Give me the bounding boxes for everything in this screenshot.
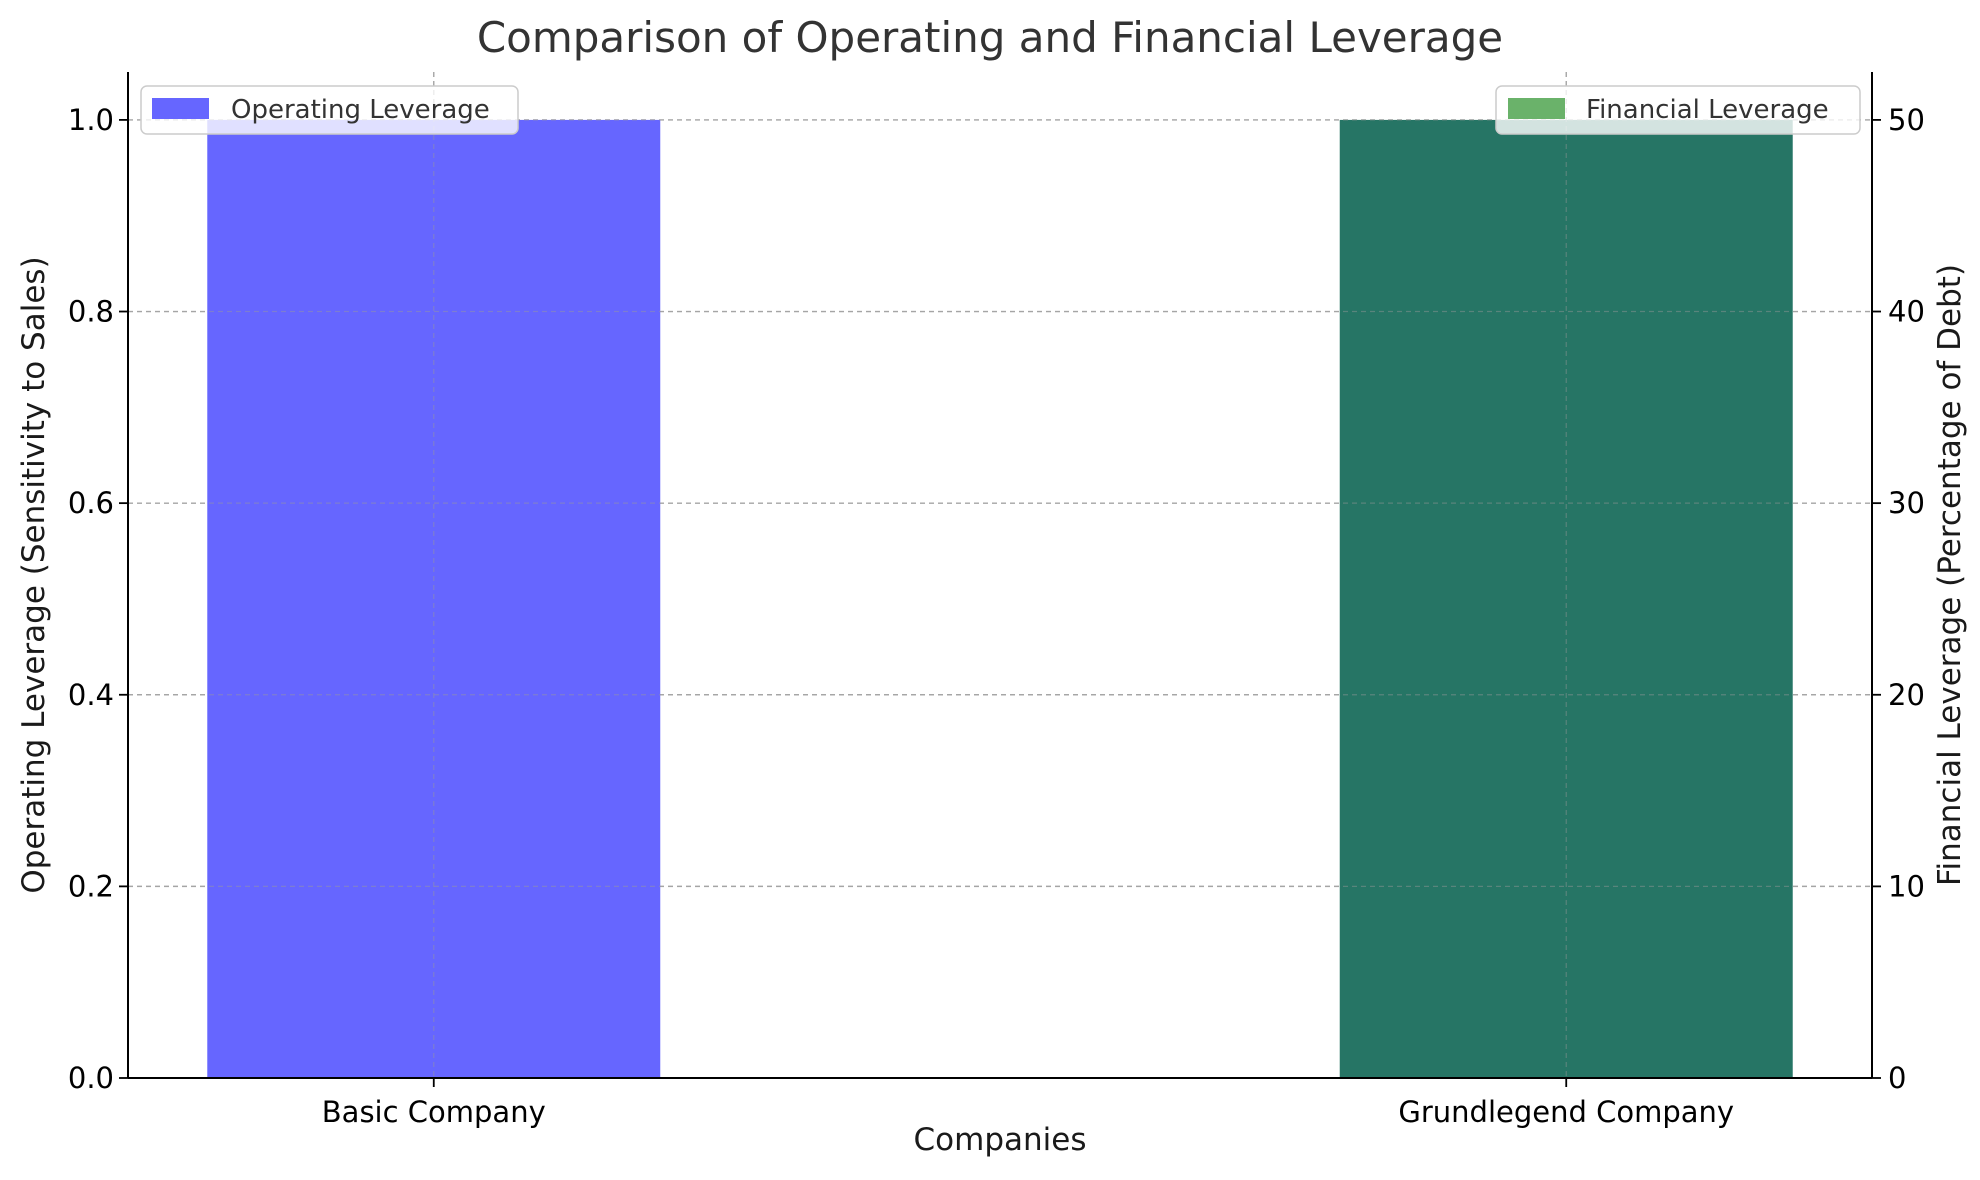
ticks-layer: 0.0 0.2 0.4 0.6 0.8 1.0 0 10 20 30 40 50 Basic Compa… [68, 103, 1925, 1129]
chart-title: Comparison of Operating and Financial Le… [477, 13, 1503, 62]
y-left-tick-label: 0.8 [68, 295, 114, 329]
y-axis-left-title: Operating Leverage (Sensitivity to Sales… [16, 256, 52, 893]
y-left-tick-label: 1.0 [68, 103, 114, 137]
axes-layer [127, 72, 1873, 1079]
legend-operating-box [140, 85, 519, 135]
x-tick-label: Basic Company [322, 1095, 546, 1129]
y-right-tick-label: 0 [1888, 1061, 1906, 1095]
y-right-tick-label: 30 [1888, 486, 1925, 520]
bars-layer [207, 119, 1793, 1078]
legend-financial-box [1495, 85, 1861, 135]
legend-financial-swatch [1508, 98, 1565, 119]
legend-financial: Financial Leverage [1495, 85, 1861, 135]
legend-financial-label: Financial Leverage [1586, 95, 1829, 125]
y-right-tick-label: 10 [1888, 869, 1925, 903]
bar-operating-1 [207, 119, 661, 1078]
legend-operating: Operating Leverage [140, 85, 519, 135]
y-right-tick-label: 50 [1888, 103, 1925, 137]
y-right-tick-label: 40 [1888, 295, 1925, 329]
y-right-tick-label: 20 [1888, 678, 1925, 712]
y-left-tick-label: 0.6 [68, 486, 114, 520]
legend-operating-swatch [152, 98, 209, 119]
y-left-tick-label: 0.4 [68, 678, 114, 712]
y-left-tick-label: 0.0 [68, 1061, 114, 1095]
legend-operating-label: Operating Leverage [231, 95, 490, 125]
x-tick-label: Grundlegend Company [1398, 1095, 1734, 1129]
y-left-tick-label: 0.2 [68, 869, 114, 903]
bar-financial-2 [1339, 119, 1793, 1078]
y-axis-right-title: Financial Leverage (Percentage of Debt) [1932, 264, 1968, 886]
x-axis-title: Companies [914, 1122, 1087, 1158]
